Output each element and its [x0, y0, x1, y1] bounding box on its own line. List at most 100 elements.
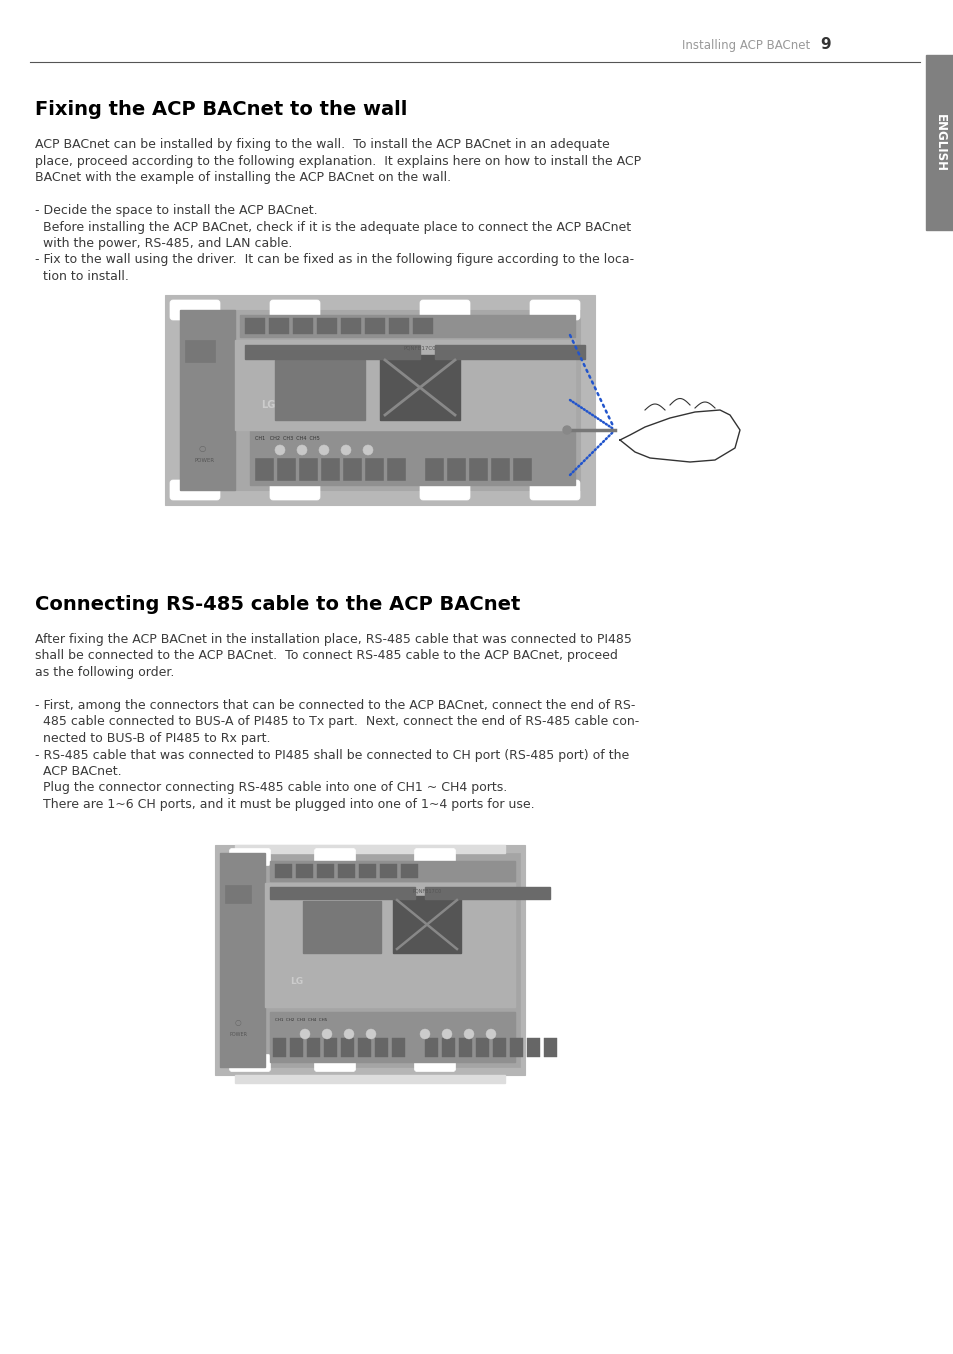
Text: Plug the connector connecting RS-485 cable into one of CH1 ~ CH4 ports.: Plug the connector connecting RS-485 cab… [35, 781, 507, 795]
FancyBboxPatch shape [530, 301, 579, 320]
Bar [220, 853, 265, 1067]
Text: After fixing the ACP BACnet in the installation place, RS-485 cable that was con: After fixing the ACP BACnet in the insta… [35, 634, 631, 646]
Bar [469, 458, 486, 481]
Bar [400, 864, 417, 877]
Text: nected to BUS-B of PI485 to Rx part.: nected to BUS-B of PI485 to Rx part. [35, 733, 271, 745]
Bar [270, 887, 415, 899]
FancyBboxPatch shape [414, 849, 455, 865]
Bar [337, 864, 355, 877]
Circle shape [363, 445, 373, 455]
Text: Installing ACP BACnet: Installing ACP BACnet [681, 39, 809, 51]
Circle shape [441, 1029, 452, 1039]
Text: LG: LG [290, 978, 303, 987]
Bar [476, 1039, 489, 1057]
Bar [510, 1039, 522, 1057]
Text: as the following order.: as the following order. [35, 666, 174, 678]
Bar [293, 318, 313, 334]
Text: - Decide the space to install the ACP BACnet.: - Decide the space to install the ACP BA… [35, 204, 317, 217]
Bar [365, 458, 382, 481]
Bar [269, 318, 289, 334]
FancyBboxPatch shape [530, 481, 579, 500]
Text: place, proceed according to the following explanation.  It explains here on how : place, proceed according to the followin… [35, 154, 640, 168]
Bar [290, 1039, 303, 1057]
Bar [270, 1011, 515, 1062]
Text: LG: LG [261, 399, 275, 410]
Text: POWER: POWER [230, 1033, 248, 1037]
Bar [303, 900, 380, 953]
Bar [254, 458, 273, 481]
Bar [234, 340, 575, 431]
Text: Connecting RS-485 cable to the ACP BACnet: Connecting RS-485 cable to the ACP BACne… [35, 594, 519, 613]
Circle shape [296, 445, 307, 455]
Circle shape [562, 427, 571, 435]
Bar [491, 458, 509, 481]
Bar [245, 318, 265, 334]
Text: - First, among the connectors that can be connected to the ACP BACnet, connect t: - First, among the connectors that can b… [35, 699, 635, 712]
Circle shape [366, 1029, 375, 1039]
Bar [424, 458, 442, 481]
FancyBboxPatch shape [419, 301, 470, 320]
Circle shape [299, 1029, 310, 1039]
Text: ACP BACnet.: ACP BACnet. [35, 765, 121, 779]
Bar [295, 864, 313, 877]
Bar [441, 1039, 455, 1057]
Bar [250, 431, 575, 485]
Text: 485 cable connected to BUS-A of PI485 to Tx part.  Next, connect the end of RS-4: 485 cable connected to BUS-A of PI485 to… [35, 715, 639, 728]
Text: POWER: POWER [194, 458, 214, 463]
Text: Before installing the ACP BACnet, check if it is the adequate place to connect t: Before installing the ACP BACnet, check … [35, 221, 631, 233]
Text: tion to install.: tion to install. [35, 269, 129, 283]
Text: CH1   CH2  CH3  CH4  CH5: CH1 CH2 CH3 CH4 CH5 [254, 436, 319, 440]
Bar [320, 458, 338, 481]
Bar [424, 1039, 437, 1057]
Text: PQNFB17C0: PQNFB17C0 [403, 345, 436, 351]
Bar [458, 1039, 472, 1057]
Text: ACP BACnet can be installed by fixing to the wall.  To install the ACP BACnet in: ACP BACnet can be installed by fixing to… [35, 138, 609, 152]
Bar [298, 458, 316, 481]
Bar [240, 315, 575, 337]
Bar [340, 1039, 354, 1057]
Bar [375, 1039, 388, 1057]
FancyBboxPatch shape [270, 481, 319, 500]
Bar [307, 1039, 319, 1057]
Bar [357, 1039, 371, 1057]
Circle shape [322, 1029, 332, 1039]
Circle shape [274, 445, 285, 455]
FancyBboxPatch shape [314, 1055, 355, 1071]
Text: 9: 9 [820, 37, 830, 51]
Bar [447, 458, 464, 481]
Bar [513, 458, 531, 481]
Bar [324, 1039, 336, 1057]
FancyBboxPatch shape [230, 1055, 271, 1071]
Text: CH1  CH2  CH3  CH4  CH5: CH1 CH2 CH3 CH4 CH5 [274, 1018, 327, 1022]
Circle shape [463, 1029, 474, 1039]
Text: Fixing the ACP BACnet to the wall: Fixing the ACP BACnet to the wall [35, 100, 407, 119]
Bar [316, 864, 334, 877]
Text: There are 1~6 CH ports, and it must be plugged into one of 1~4 ports for use.: There are 1~6 CH ports, and it must be p… [35, 798, 534, 811]
Bar [180, 310, 579, 490]
Circle shape [318, 445, 329, 455]
Bar [220, 853, 519, 1067]
Text: ○: ○ [198, 444, 206, 452]
Bar [343, 458, 360, 481]
Text: ENGLISH: ENGLISH [933, 114, 945, 172]
Bar [379, 864, 396, 877]
FancyBboxPatch shape [414, 1055, 455, 1071]
Bar [387, 458, 405, 481]
Bar [276, 458, 294, 481]
FancyBboxPatch shape [170, 301, 220, 320]
Text: PQNFB17C0: PQNFB17C0 [412, 888, 441, 894]
Bar [413, 318, 433, 334]
Bar [526, 1039, 539, 1057]
Bar [424, 887, 550, 899]
Bar [925, 56, 953, 230]
Bar [234, 1075, 504, 1083]
Bar [493, 1039, 505, 1057]
Bar [274, 864, 292, 877]
Text: with the power, RS-485, and LAN cable.: with the power, RS-485, and LAN cable. [35, 237, 292, 250]
Bar [389, 318, 409, 334]
Bar [225, 886, 251, 903]
Bar [214, 845, 524, 1075]
Circle shape [340, 445, 351, 455]
Bar [274, 360, 365, 420]
Bar [245, 345, 419, 359]
